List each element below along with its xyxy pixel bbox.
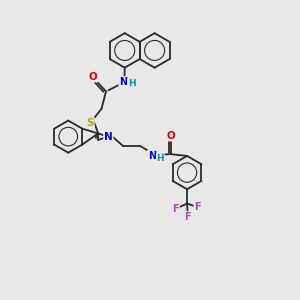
Text: O: O [167,131,175,141]
Text: S: S [86,118,94,128]
Text: N: N [104,132,113,142]
Text: N: N [119,77,127,87]
Text: F: F [194,202,201,212]
Text: F: F [172,204,179,214]
Text: H: H [128,79,135,88]
Text: N: N [148,151,156,160]
Text: F: F [184,212,191,222]
Text: H: H [157,154,164,163]
Text: O: O [89,72,98,82]
